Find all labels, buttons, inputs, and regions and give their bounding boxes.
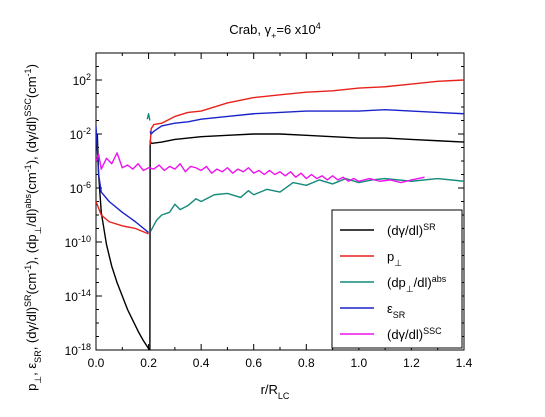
legend-label: (dγ/dl)SSC xyxy=(387,326,442,342)
legend-label-text: (dp xyxy=(387,275,406,290)
series-1-line xyxy=(149,79,464,145)
y-tick-label-exponent: -2 xyxy=(83,126,91,136)
legend-label-superscript: abs xyxy=(432,274,447,284)
series-layer xyxy=(96,79,464,350)
y-tick-label-base: 10 xyxy=(65,290,79,304)
y-tick-label: 10-10 xyxy=(65,234,91,250)
y-axis-title-part-0: p xyxy=(24,384,39,391)
legend-label: p⊥ xyxy=(387,249,402,268)
legend-label: (dp⊥/dl)abs xyxy=(387,274,447,294)
legend-label: εSR xyxy=(387,301,406,320)
y-tick-label: 10-14 xyxy=(65,288,91,304)
series-4-line xyxy=(96,152,425,184)
y-tick-label: 102 xyxy=(73,72,91,88)
y-tick-label-exponent: -10 xyxy=(78,234,91,244)
legend-label-text-rest: /dl) xyxy=(414,275,432,290)
y-axis-title-part-4: , (dγ/dl) xyxy=(24,307,39,350)
legend-label-text: ε xyxy=(387,301,393,316)
legend-label-superscript: SSC xyxy=(423,326,442,336)
y-tick-label-base: 10 xyxy=(70,128,84,142)
x-axis-title: r/RLC xyxy=(261,382,290,401)
x-tick-label: 0.4 xyxy=(193,356,210,370)
series-0-line xyxy=(96,133,151,350)
y-axis-title-part-17: -1 xyxy=(23,68,33,76)
x-axis-title-text: r/R xyxy=(261,382,278,397)
x-tick-label: 0.0 xyxy=(88,356,105,370)
tick-labels: 0.0 0.2 0.4 0.6 0.8 1.0 1.2 1.410210-210-610-10… xyxy=(65,72,473,370)
legend-label-superscript: SR xyxy=(423,222,436,232)
series-0-line xyxy=(149,133,464,350)
legend-label-subscript: ⊥ xyxy=(394,258,402,268)
y-axis-title-part-16: (cm xyxy=(24,76,39,98)
y-tick-label-base: 10 xyxy=(65,236,79,250)
y-tick-label-exponent: -14 xyxy=(78,288,91,298)
x-tick-label: 1.2 xyxy=(403,356,420,370)
y-tick-label-base: 10 xyxy=(65,344,79,358)
y-tick-label-exponent: -18 xyxy=(78,342,91,352)
y-tick-label-exponent: -6 xyxy=(83,180,91,190)
series-1-line xyxy=(96,201,149,235)
y-axis-title-part-7: -1 xyxy=(23,265,33,273)
x-tick-label: 1.4 xyxy=(456,356,473,370)
x-axis-title-subscript: LC xyxy=(278,391,290,401)
x-tick-label: 0.8 xyxy=(298,356,315,370)
series-2-line xyxy=(150,177,464,232)
y-axis-title-part-6: (cm xyxy=(24,273,39,295)
y-tick-label: 10-2 xyxy=(70,126,91,142)
chart-title: Crab, γ+=6 x104 xyxy=(229,21,321,41)
y-tick-label-base: 10 xyxy=(73,74,87,88)
x-tick-label: 0.6 xyxy=(245,356,262,370)
legend-box xyxy=(331,209,463,349)
y-axis-title-part-10: /dl) xyxy=(24,209,39,227)
legend-label-subscript: ⊥ xyxy=(406,284,414,294)
y-axis-title-part-5: SR xyxy=(23,294,33,307)
y-tick-label: 10-18 xyxy=(65,342,91,358)
y-axis-title-part-1: ⊥ xyxy=(33,376,43,384)
y-axis-title-part-8: ), (dp xyxy=(24,234,39,264)
legend-label-text: (dγ/dl) xyxy=(387,223,423,238)
y-axis-title: p⊥, εSR, (dγ/dl)SR(cm-1), (dp⊥/dl)abs(cm… xyxy=(23,64,43,391)
y-axis-title-part-11: abs xyxy=(23,193,33,208)
legend-label-text: (dγ/dl) xyxy=(387,327,423,342)
series-2-line xyxy=(146,113,151,121)
y-axis-title-part-3: SR xyxy=(33,350,43,363)
y-tick-label-exponent: 2 xyxy=(86,72,91,82)
y-axis-title-part-2: , ε xyxy=(24,363,39,376)
y-axis-title-part-14: ), (dγ/dl) xyxy=(24,117,39,165)
y-tick-label: 10-6 xyxy=(70,180,91,196)
y-axis-title-part-12: (cm xyxy=(24,172,39,194)
y-axis-title-part-9: ⊥ xyxy=(33,226,43,234)
y-axis-title-part-13: -1 xyxy=(23,164,33,172)
series-3-line xyxy=(96,125,150,234)
y-axis-title-part-15: SSC xyxy=(23,98,33,117)
title-subscript: + xyxy=(271,31,276,41)
title-superscript: 4 xyxy=(316,21,321,31)
legend-label: (dγ/dl)SR xyxy=(387,222,436,238)
legend-label-subscript: SR xyxy=(393,310,406,320)
series-3-line xyxy=(149,109,464,135)
x-tick-label: 0.2 xyxy=(140,356,157,370)
y-axis-title-part-18: ) xyxy=(24,64,39,68)
y-tick-label-base: 10 xyxy=(70,182,84,196)
legend-label-text: p xyxy=(387,249,394,264)
x-tick-label: 1.0 xyxy=(351,356,368,370)
title-text: Crab, γ xyxy=(229,22,271,37)
title-text-rest: =6 x10 xyxy=(276,22,315,37)
